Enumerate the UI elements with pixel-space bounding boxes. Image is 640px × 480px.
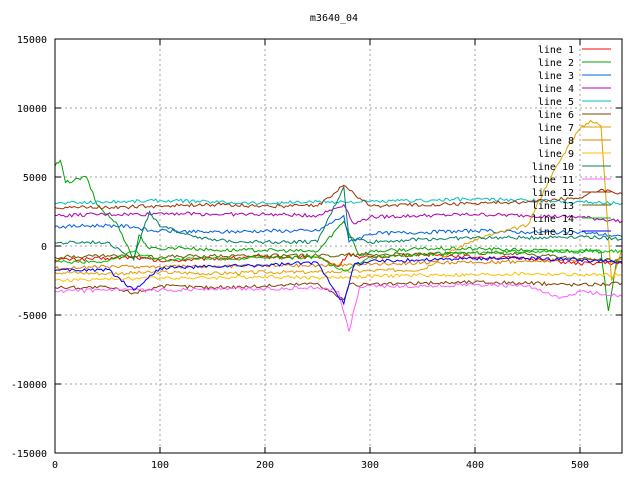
legend-label: line 15	[532, 227, 574, 238]
series-line-12	[54, 184, 623, 210]
legend-label: line 10	[532, 162, 574, 173]
series-line-13	[54, 250, 623, 264]
series-line-6	[54, 279, 623, 301]
y-tick-label: 0	[41, 242, 47, 253]
x-tick-label: 0	[52, 460, 58, 471]
y-tick-label: -15000	[11, 449, 47, 460]
series-line-10	[54, 184, 623, 260]
x-tick-label: 500	[571, 460, 589, 471]
series-line-3	[54, 214, 623, 243]
axis-ticks: 0 100 200 300 400 500 -15000 -10000 -5000 0 5000 10…	[11, 35, 622, 471]
series-line-8	[54, 257, 623, 271]
y-tick-label: 10000	[17, 104, 47, 115]
x-tick-label: 300	[361, 460, 379, 471]
series-line-5	[54, 197, 623, 206]
y-tick-label: -10000	[11, 380, 47, 391]
legend-label: line 1	[538, 45, 574, 56]
legend-label: line 12	[532, 188, 574, 199]
legend-label: line 3	[538, 71, 574, 82]
grid-lines	[55, 39, 622, 453]
series-line-7	[54, 119, 623, 281]
series-line-4	[54, 203, 623, 225]
x-tick-label: 200	[256, 460, 274, 471]
legend-label: line 4	[538, 84, 574, 95]
legend-label: line 14	[532, 214, 574, 225]
chart-title: m3640_04	[310, 13, 358, 24]
series-line-11	[54, 282, 623, 332]
series-group	[54, 119, 623, 332]
y-tick-label: 15000	[17, 35, 47, 46]
legend-label: line 2	[538, 58, 574, 69]
legend-label: line 7	[538, 123, 574, 134]
x-tick-label: 400	[466, 460, 484, 471]
legend: line 1 line 2 line 3 line 4 line 5 line 6 line…	[532, 45, 611, 238]
y-tick-label: -5000	[17, 311, 47, 322]
series-line-9	[54, 271, 623, 283]
series-line-15	[54, 256, 623, 306]
legend-label: line 13	[532, 201, 574, 212]
x-tick-label: 100	[151, 460, 169, 471]
legend-label: line 8	[538, 136, 574, 147]
legend-label: line 6	[538, 110, 574, 121]
legend-label: line 11	[532, 175, 574, 186]
series-line-2	[54, 159, 623, 311]
legend-label: line 9	[538, 149, 574, 160]
legend-label: line 5	[538, 97, 574, 108]
series-line-14	[54, 247, 623, 272]
y-tick-label: 5000	[23, 173, 47, 184]
